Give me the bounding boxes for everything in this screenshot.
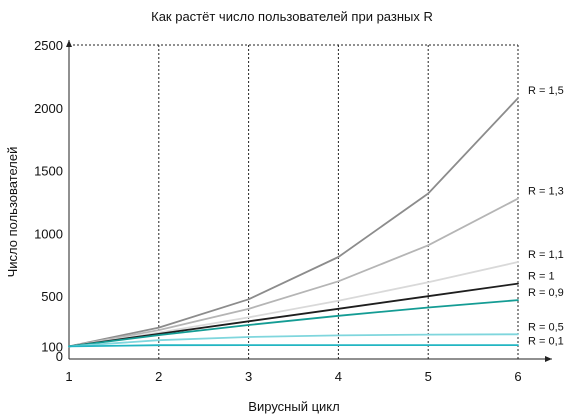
series-line: [68, 333, 519, 348]
y-tick-label: 100: [41, 339, 63, 354]
chart-title: Как растёт число пользователей при разны…: [151, 9, 433, 24]
series-label: R = 1,3: [528, 186, 564, 198]
series-label: R = 1: [528, 271, 555, 283]
series-line: [68, 197, 519, 348]
axes: [66, 40, 552, 362]
y-axis-label: Число пользователей: [5, 147, 20, 278]
series-line: [68, 261, 519, 348]
y-tick-label: 0: [56, 349, 63, 364]
series-line: [68, 344, 519, 348]
series-label: R = 1,5: [528, 85, 564, 97]
series-line: [68, 97, 519, 348]
x-tick-label: 1: [65, 369, 72, 384]
y-axis-arrow: [66, 40, 72, 47]
x-tick-label: 4: [335, 369, 342, 384]
x-tick-label: 2: [155, 369, 162, 384]
series-lines: [68, 97, 519, 348]
y-tick-label: 1500: [34, 164, 63, 179]
y-tick-label: 500: [41, 289, 63, 304]
x-axis-label: Вирусный цикл: [248, 399, 339, 414]
x-tick-label: 6: [514, 369, 521, 384]
series-label: R = 0,9: [528, 287, 564, 299]
y-tick-label: 1000: [34, 226, 63, 241]
y-tick-label: 2500: [34, 38, 63, 53]
series-labels: R = 1,5 R = 1,3 R = 1,1 R = 1 R = 0,9 R = 0,5…: [528, 85, 564, 347]
x-tick-label: 3: [245, 369, 252, 384]
grid: [69, 44, 519, 359]
x-tick-label: 5: [425, 369, 432, 384]
series-label: R = 0,1: [528, 335, 564, 347]
series-label: R = 0,5: [528, 321, 564, 333]
series-label: R = 1,1: [528, 249, 564, 261]
x-axis-arrow: [545, 356, 552, 362]
y-tick-label: 2000: [34, 101, 63, 116]
series-line: [68, 282, 519, 348]
series-line: [68, 299, 519, 348]
